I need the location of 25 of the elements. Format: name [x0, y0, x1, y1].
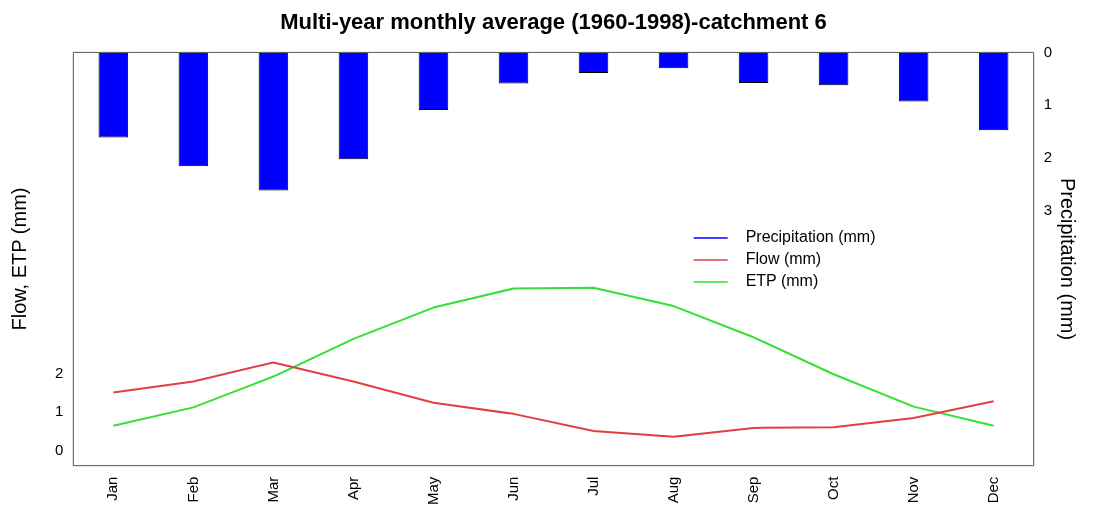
x-tick-label: Nov — [903, 476, 921, 504]
y2-axis-title: Precipitation (mm) — [1057, 177, 1080, 341]
x-tick-label: Dec — [983, 476, 1001, 504]
y-tick-label: 2 — [55, 364, 64, 382]
legend-label: Flow (mm) — [745, 250, 822, 268]
y2-tick-label: 0 — [1043, 42, 1052, 60]
x-tick-label: Feb — [183, 476, 201, 503]
x-tick-label: May — [423, 476, 441, 506]
y2-tick-label: 2 — [1043, 148, 1052, 166]
x-tick-label: Jul — [583, 476, 601, 496]
x-tick-label: Sep — [743, 476, 761, 504]
chart-title: Multi-year monthly average (1960-1998)-catchment 6 — [280, 9, 827, 35]
y2-tick-label: 1 — [1043, 95, 1052, 113]
y2-tick-label: 3 — [1043, 201, 1052, 219]
legend-label: Precipitation (mm) — [745, 228, 876, 246]
y-tick-label: 1 — [55, 402, 64, 420]
legend-label: ETP (mm) — [745, 272, 819, 290]
x-tick-label: Oct — [823, 475, 841, 501]
y-axis-title: Flow, ETP (mm) — [7, 187, 30, 331]
y-tick-label: 0 — [55, 440, 64, 458]
x-tick-label: Mar — [263, 476, 281, 503]
x-tick-label: Aug — [663, 476, 681, 504]
x-tick-label: Jun — [503, 476, 521, 501]
x-tick-label: Apr — [343, 476, 361, 501]
x-tick-label: Jan — [103, 476, 121, 501]
